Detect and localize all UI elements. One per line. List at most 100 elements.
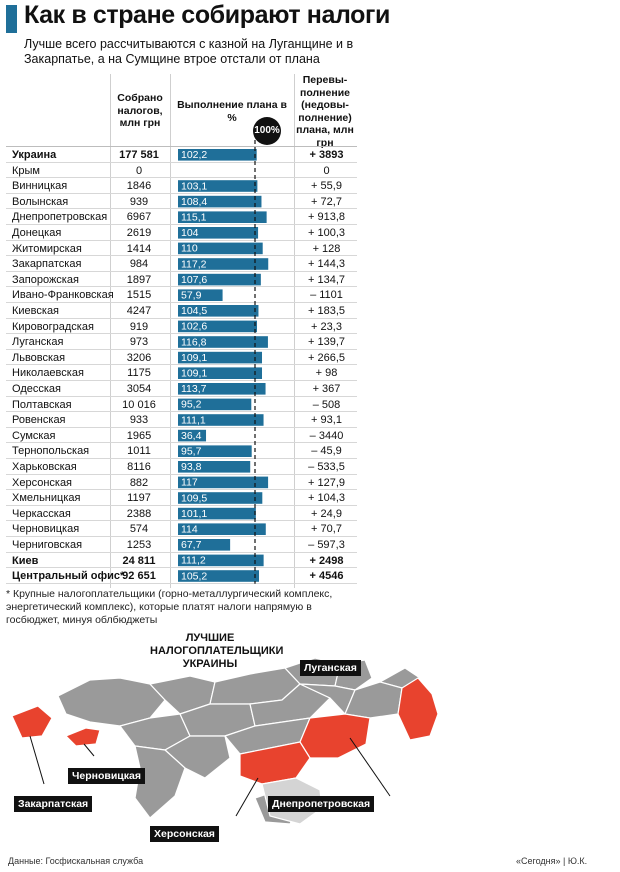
table-row: Ровенская 933 + 93,1 bbox=[6, 412, 357, 428]
over-value: + 367 bbox=[312, 383, 341, 395]
over-value: + 2498 bbox=[309, 554, 344, 567]
region-name: Сумская bbox=[12, 429, 56, 442]
over-value: + 24,9 bbox=[311, 507, 342, 520]
over-value: + 104,3 bbox=[307, 492, 345, 505]
collected-value: 92 651 bbox=[122, 570, 156, 583]
region-name: Черновицкая bbox=[12, 523, 80, 536]
collected-value: 1197 bbox=[127, 492, 151, 505]
map-region-kherson bbox=[239, 741, 311, 785]
collected-value: 919 bbox=[129, 320, 149, 333]
collected-value: 1897 bbox=[126, 273, 152, 286]
map-highlight-regions bbox=[11, 677, 439, 785]
table-row: Одесская 3054 + 367 bbox=[6, 381, 357, 397]
region-name: Крым bbox=[12, 164, 40, 177]
map-leader-lines bbox=[29, 735, 391, 817]
collected-value: 574 bbox=[129, 523, 149, 536]
table-row: Черкасская 2388 + 24,9 bbox=[6, 506, 357, 522]
collected-value: 933 bbox=[129, 414, 149, 427]
collected-value: 1011 bbox=[127, 445, 151, 458]
table-row: Николаевская 1175 + 98 bbox=[6, 365, 357, 381]
leader-line bbox=[349, 737, 391, 797]
over-value: + 72,7 bbox=[311, 195, 342, 208]
region-name: Харьковская bbox=[12, 461, 77, 473]
collected-value: 4247 bbox=[126, 305, 152, 317]
region-name: Кировоградская bbox=[12, 320, 94, 333]
collected-value: 177 581 bbox=[119, 149, 159, 161]
column-separator bbox=[110, 74, 111, 588]
region-name: Львовская bbox=[12, 351, 66, 364]
over-value: + 55,9 bbox=[311, 180, 342, 193]
region-name: Житомирская bbox=[12, 242, 82, 255]
over-value: + 98 bbox=[315, 367, 338, 380]
table-top-rule bbox=[6, 146, 357, 147]
region-name: Запорожская bbox=[12, 273, 79, 286]
table-row: Донецкая 2619 + 100,3 bbox=[6, 225, 357, 241]
over-value: + 23,3 bbox=[311, 320, 342, 333]
region-name: Черниговская bbox=[12, 539, 83, 551]
collected-value: 1846 bbox=[126, 180, 152, 193]
over-value: – 1101 bbox=[310, 289, 343, 302]
over-value: + 3893 bbox=[309, 149, 344, 161]
over-value: + 134,7 bbox=[307, 273, 345, 286]
table-row: Киев 24 811 + 2498 bbox=[6, 553, 357, 569]
map-region-chernivtsi bbox=[64, 727, 101, 747]
over-value: + 139,7 bbox=[307, 336, 345, 349]
map-region-zakarpattia bbox=[11, 705, 53, 739]
collected-value: 984 bbox=[129, 258, 149, 271]
region-name: Херсонская bbox=[12, 476, 73, 489]
collected-value: 1175 bbox=[127, 367, 151, 380]
collected-value: 973 bbox=[129, 336, 149, 349]
region-name: Киев bbox=[12, 554, 39, 567]
header-collected: Собрано налогов, млн грн bbox=[117, 92, 163, 129]
table-row: Черновицкая 574 + 70,7 bbox=[6, 521, 357, 537]
table-row: Полтавская 10 016 – 508 bbox=[6, 397, 357, 413]
table-row: Хмельницкая 1197 + 104,3 bbox=[6, 490, 357, 506]
table-row: Центральный офис* 92 651 + 4546 bbox=[6, 568, 357, 584]
region-name: Днепропетровская bbox=[12, 211, 108, 224]
collected-value: 1515 bbox=[126, 289, 152, 302]
map-label-luhansk: Луганская bbox=[300, 660, 361, 676]
collected-value: 6967 bbox=[126, 211, 152, 224]
table-row: Киевская 4247 + 183,5 bbox=[6, 303, 357, 319]
region-name: Центральный офис* bbox=[12, 570, 125, 583]
region-name: Украина bbox=[12, 149, 57, 161]
map-label-kherson: Херсонская bbox=[150, 826, 219, 842]
region-name: Донецкая bbox=[12, 227, 62, 239]
collected-value: 24 811 bbox=[122, 554, 156, 567]
region-name: Волынская bbox=[12, 195, 69, 208]
source-note: Данные: Госфискальная служба bbox=[8, 856, 144, 866]
over-value: + 70,7 bbox=[311, 523, 342, 536]
table-row: Львовская 3206 + 266,5 bbox=[6, 350, 357, 366]
collected-value: 8116 bbox=[127, 461, 151, 473]
region-name: Закарпатская bbox=[12, 258, 82, 271]
header-over: Перевы- полнение (недовы- полнение) план… bbox=[296, 74, 354, 149]
reference-100-badge: 100% bbox=[253, 117, 281, 145]
over-value: – 508 bbox=[312, 398, 341, 411]
over-value: + 100,3 bbox=[307, 227, 345, 239]
over-value: – 597,3 bbox=[308, 539, 345, 551]
collected-value: 0 bbox=[135, 164, 143, 177]
table-row: Харьковская 8116 – 533,5 bbox=[6, 459, 357, 475]
header-plan: Выполнение плана в % bbox=[177, 99, 287, 124]
region-name: Николаевская bbox=[12, 367, 84, 380]
map-label-chernivtsi: Черновицкая bbox=[68, 768, 145, 784]
region-name: Киевская bbox=[12, 305, 60, 317]
over-value: – 45,9 bbox=[311, 445, 342, 458]
collected-value: 3054 bbox=[126, 383, 152, 395]
region-name: Луганская bbox=[12, 336, 64, 349]
collected-value: 2388 bbox=[126, 507, 152, 520]
collected-value: 882 bbox=[129, 476, 149, 489]
table-row: Днепропетровская 6967 + 913,8 bbox=[6, 209, 357, 225]
column-separator bbox=[170, 74, 171, 588]
footnote: * Крупные налогоплательщики (горно-метал… bbox=[6, 588, 333, 626]
table-row: Ивано-Франковская 1515 – 1101 bbox=[6, 287, 357, 303]
region-name: Тернопольская bbox=[12, 445, 90, 458]
region-name: Хмельницкая bbox=[12, 492, 81, 505]
title-accent-bar bbox=[6, 5, 17, 33]
page-subtitle: Лучше всего рассчитываются с казной на Л… bbox=[24, 37, 354, 66]
leader-line bbox=[29, 735, 45, 785]
collected-value: 939 bbox=[129, 195, 149, 208]
over-value: – 533,5 bbox=[308, 461, 345, 473]
table-row: Сумская 1965 – 3440 bbox=[6, 428, 357, 444]
map-label-dnipro: Днепропетровская bbox=[268, 796, 375, 812]
